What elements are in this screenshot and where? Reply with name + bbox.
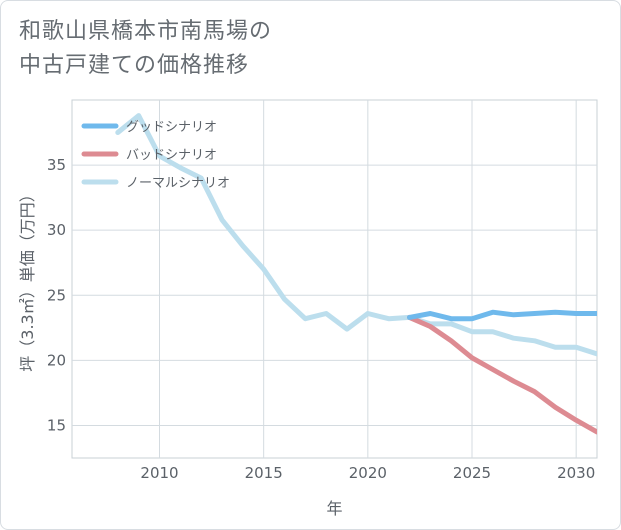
legend-bad-label: バッドシナリオ (126, 148, 217, 163)
legend-normal-label: ノーマルシナリオ (126, 176, 230, 191)
chart-title-line2: 中古戸建ての価格推移 (19, 53, 250, 78)
plot-frame (71, 99, 598, 459)
y-tick-label: 30 (47, 221, 66, 239)
x-tick-label: 2010 (140, 464, 178, 482)
x-tick-label: 2015 (245, 464, 283, 482)
x-axis-label: 年 (326, 499, 342, 518)
x-tick-label: 2025 (453, 464, 491, 482)
chart-title: 和歌山県橋本市南馬場の 中古戸建ての価格推移 (19, 15, 272, 83)
y-tick-label: 25 (47, 286, 66, 304)
normal-scenario-line (115, 113, 597, 357)
good-scenario-line (407, 309, 597, 322)
axes: 2010 2015 2020 2025 20301520253035年坪（3.3㎡）単価… (18, 156, 595, 518)
x-tick-label: 2020 (349, 464, 387, 482)
y-tick-label: 35 (47, 156, 66, 174)
y-axis-label: 坪（3.3㎡）単価（万円） (18, 186, 37, 371)
legend-good-label: グッドシナリオ (126, 120, 217, 135)
bad-scenario-line (407, 314, 597, 435)
x-tick-label: 2030 (557, 464, 595, 482)
y-tick-label: 15 (47, 416, 66, 434)
y-tick-label: 20 (47, 351, 66, 369)
series-lines (115, 113, 597, 435)
grid-lines (71, 99, 598, 459)
chart-title-line1: 和歌山県橋本市南馬場の (19, 19, 273, 44)
